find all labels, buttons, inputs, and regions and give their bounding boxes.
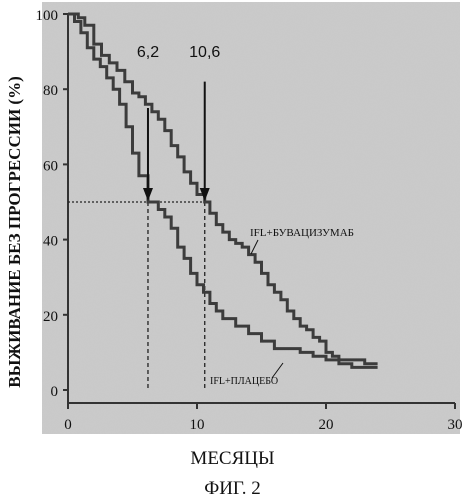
- x-tick-label: 10: [190, 417, 205, 433]
- y-tick-label: 80: [43, 83, 58, 99]
- median-label: 10,6: [189, 44, 220, 61]
- x-axis-label: МЕСЯЦЫ: [0, 448, 465, 470]
- y-tick-label: 60: [43, 158, 58, 174]
- figure-caption: ФИГ. 2: [0, 478, 465, 500]
- median-label: 6,2: [137, 44, 159, 61]
- x-tick-label: 30: [448, 417, 463, 433]
- y-axis-label: ВЫЖИВАНИЕ БЕЗ ПРОГРЕССИИ (%): [5, 76, 24, 388]
- y-tick-label: 100: [36, 8, 59, 24]
- series-label-placebo: IFL+ПЛАЦЕБО: [210, 376, 278, 387]
- y-tick-label: 0: [51, 384, 59, 400]
- y-tick-label: 40: [43, 234, 58, 250]
- series-label-bevacizumab: IFL+БУВАЦИЗУМАБ: [250, 227, 354, 239]
- x-tick-label: 0: [64, 417, 72, 433]
- x-tick-label: 20: [319, 417, 334, 433]
- y-tick-label: 20: [43, 309, 58, 325]
